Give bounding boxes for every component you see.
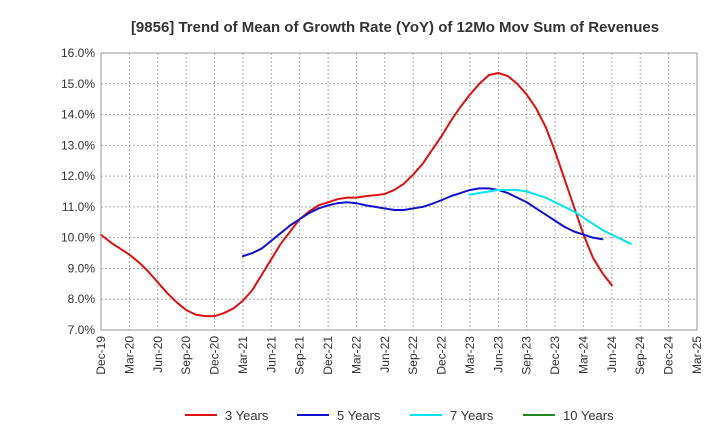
x-tick-label: Mar-22 [349, 336, 363, 374]
legend-label-3-years: 3 Years [225, 408, 269, 423]
x-tick-label: Sep-23 [520, 336, 534, 375]
legend: 3 Years 5 Years 7 Years 10 Years [185, 408, 614, 423]
x-tick-label: Sep-21 [293, 336, 307, 375]
x-tick-label: Dec-20 [208, 336, 222, 375]
series-line-7-years [468, 188, 632, 245]
x-tick-label: Dec-21 [321, 336, 335, 375]
x-tick-label: Sep-20 [179, 336, 193, 375]
x-tick-label: Jun-23 [491, 336, 505, 373]
x-tick-label: Mar-21 [236, 336, 250, 374]
x-tick-label: Mar-24 [576, 336, 590, 374]
series-line-3-years [100, 72, 613, 318]
legend-label-5-years: 5 Years [337, 408, 381, 423]
x-tick-label: Mar-23 [463, 336, 477, 374]
y-tick-label: 16.0% [61, 46, 95, 60]
plot-frame [100, 52, 698, 331]
x-tick-label: Dec-22 [435, 336, 449, 375]
series-lines [100, 72, 632, 318]
y-tick-label: 13.0% [61, 138, 95, 152]
y-tick-label: 14.0% [61, 108, 95, 122]
x-tick-label: Jun-22 [378, 336, 392, 373]
y-tick-label: 10.0% [61, 231, 95, 245]
x-tick-label: Mar-20 [122, 336, 136, 374]
y-tick-label: 7.0% [68, 323, 96, 337]
x-tick-label: Dec-19 [94, 336, 108, 375]
legend-label-10-years: 10 Years [563, 408, 614, 423]
x-tick-label: Mar-25 [690, 336, 704, 374]
grid [100, 52, 698, 331]
x-tick-label: Dec-24 [662, 336, 676, 375]
chart-title: [9856] Trend of Mean of Growth Rate (YoY… [131, 19, 659, 36]
x-tick-label: Sep-22 [406, 336, 420, 375]
x-tick-label: Jun-20 [151, 336, 165, 373]
x-tick-label: Sep-24 [633, 336, 647, 375]
x-tick-label: Jun-24 [605, 336, 619, 373]
x-tick-label: Jun-21 [264, 336, 278, 373]
y-tick-label: 12.0% [61, 169, 95, 183]
x-axis-ticks: Dec-19 Mar-20 Jun-20 Sep-20 Dec-20 Mar-21 Jun-… [94, 336, 704, 375]
legend-label-7-years: 7 Years [450, 408, 494, 423]
y-tick-label: 15.0% [61, 77, 95, 91]
y-tick-label: 8.0% [68, 292, 96, 306]
series-line-5-years [241, 187, 604, 258]
y-tick-label: 9.0% [68, 261, 96, 275]
y-tick-label: 11.0% [62, 200, 95, 214]
x-tick-label: Dec-23 [548, 336, 562, 375]
y-axis-ticks: 7.0% 8.0% 9.0% 10.0% 11.0% 12.0% 13.0% 14.0% 15.… [61, 46, 95, 337]
